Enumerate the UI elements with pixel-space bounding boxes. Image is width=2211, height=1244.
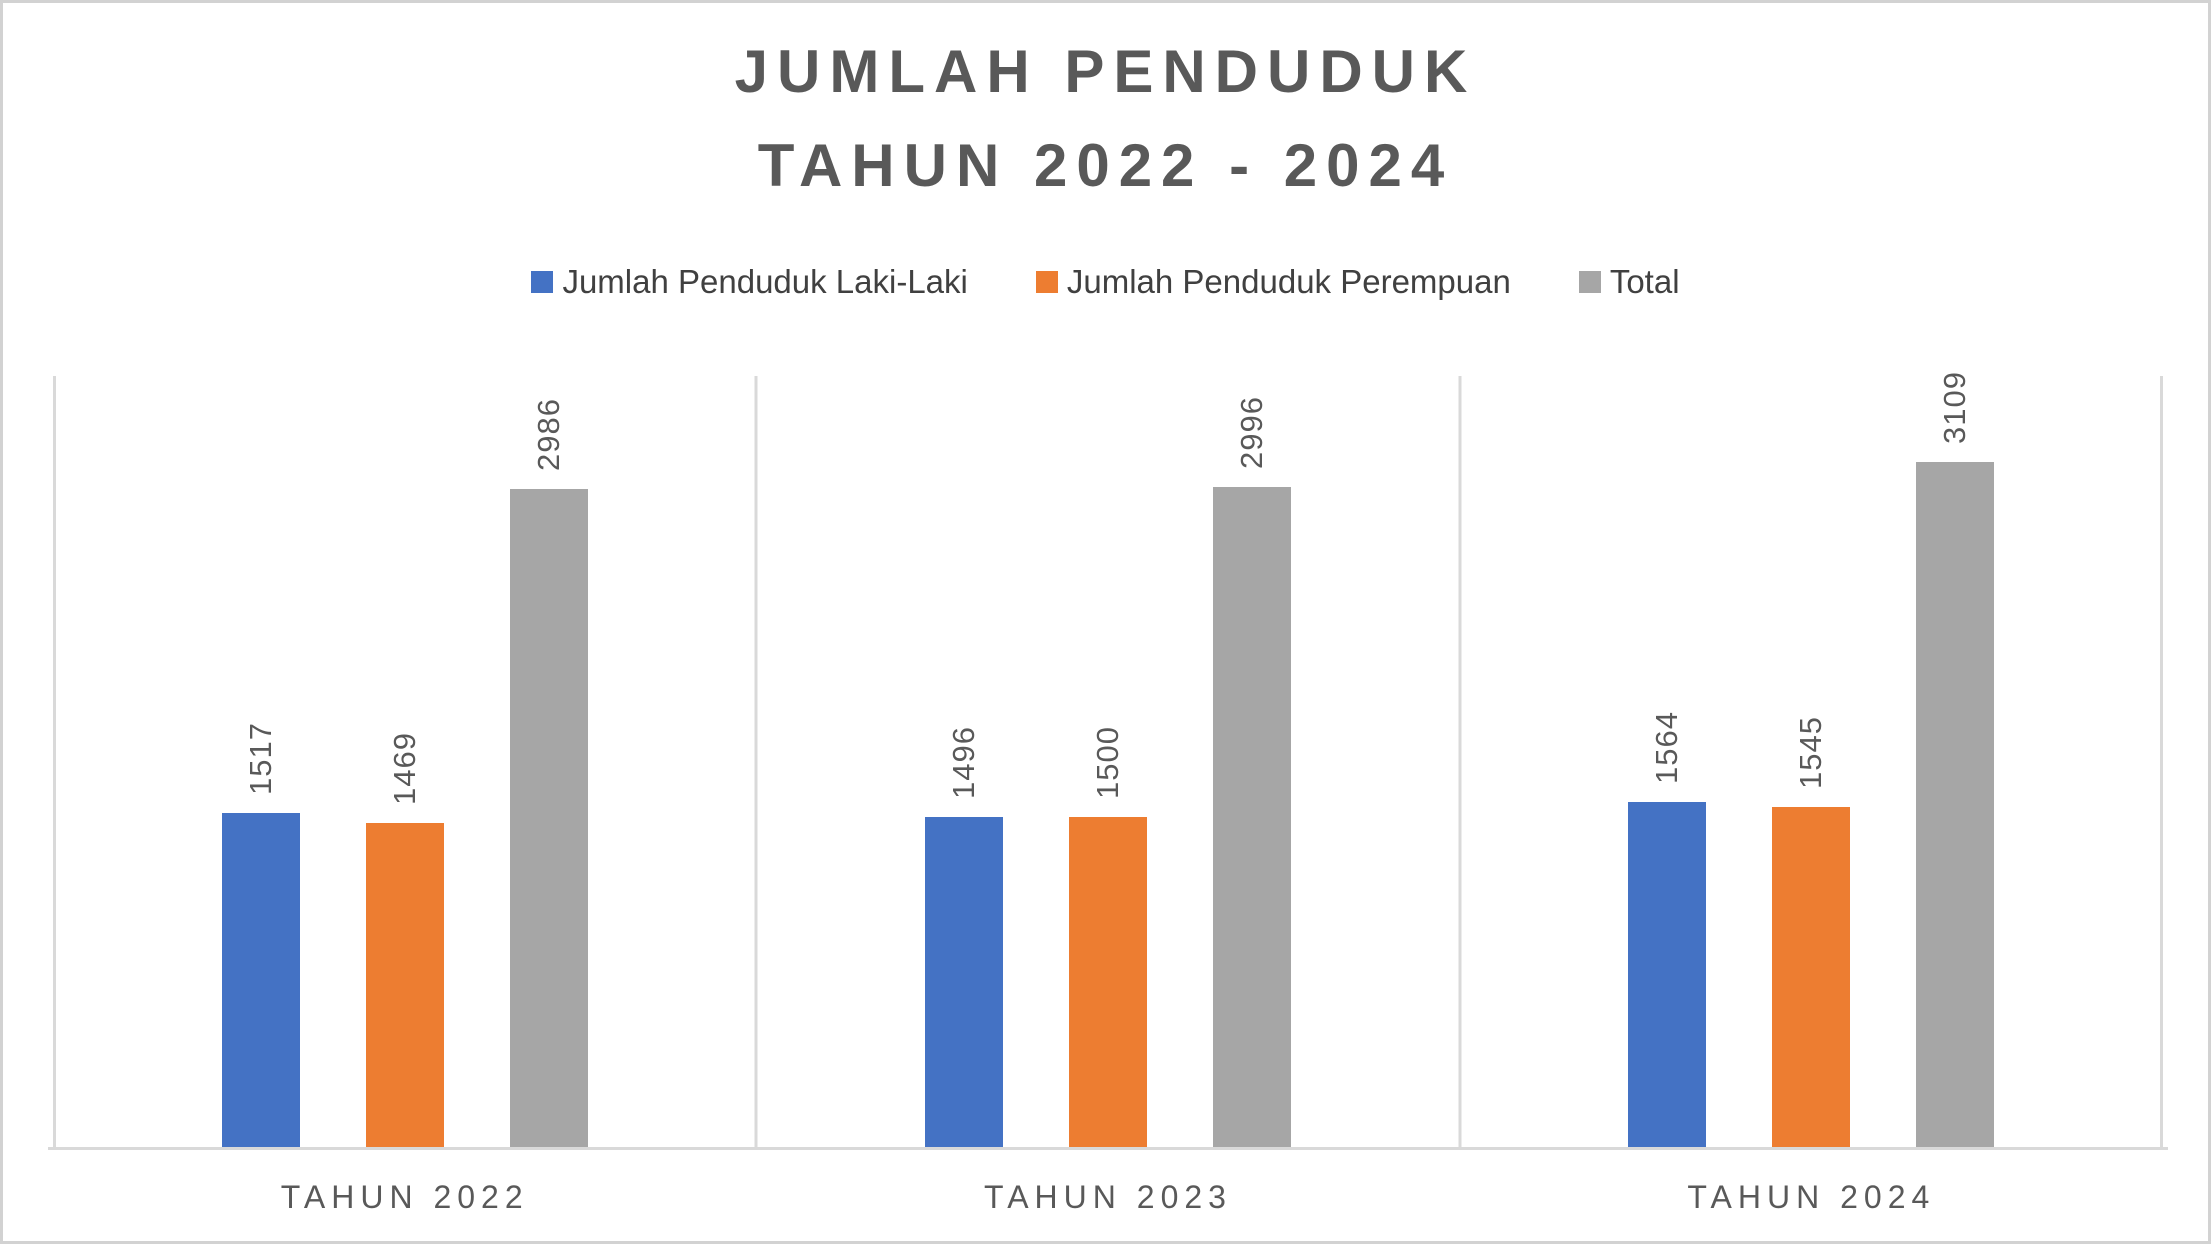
bar-value-label: 1496 bbox=[945, 726, 981, 799]
bar-groups: 1517 1469 2986 1496 1500 2996 1564 1545 3109 bbox=[53, 371, 2163, 1147]
bar-column: 1500 bbox=[1068, 726, 1147, 1147]
x-axis-labels: TAHUN 2022 TAHUN 2023 TAHUN 2024 bbox=[53, 1179, 2163, 1216]
legend-swatch-icon bbox=[531, 271, 554, 293]
bar-column: 1545 bbox=[1772, 716, 1851, 1147]
bar bbox=[365, 823, 444, 1147]
x-axis-label: TAHUN 2023 bbox=[984, 1179, 1232, 1215]
legend-swatch-icon bbox=[1035, 271, 1058, 293]
bar-value-label: 1500 bbox=[1089, 726, 1125, 799]
bar-value-label: 1517 bbox=[242, 722, 278, 795]
bar-column: 1469 bbox=[365, 732, 444, 1147]
bar-value-label: 2986 bbox=[530, 398, 566, 471]
bar bbox=[509, 489, 588, 1147]
bar bbox=[1068, 817, 1147, 1147]
bar bbox=[1916, 462, 1995, 1147]
bar bbox=[221, 813, 300, 1147]
bar-column: 1564 bbox=[1628, 711, 1707, 1147]
bar-column: 2996 bbox=[1212, 396, 1291, 1147]
bar-value-label: 1564 bbox=[1649, 711, 1685, 784]
plot-area: 1517 1469 2986 1496 1500 2996 1564 1545 3109 bbox=[48, 371, 2168, 1150]
chart-title-line-2: TAHUN 2022 - 2024 bbox=[757, 132, 1454, 199]
bar-group-tahun-2022: 1517 1469 2986 bbox=[53, 376, 756, 1147]
chart-title-line-1: JUMLAH PENDUDUK bbox=[734, 38, 1477, 105]
bar bbox=[1212, 487, 1291, 1147]
bar-column: 1517 bbox=[221, 722, 300, 1147]
legend-swatch-icon bbox=[1578, 271, 1601, 293]
bar bbox=[924, 817, 1003, 1147]
legend-item-0: Jumlah Penduduk Laki-Laki bbox=[531, 263, 968, 301]
legend-item-2: Total bbox=[1578, 263, 1680, 301]
bar-value-label: 1545 bbox=[1793, 716, 1829, 789]
bar-column: 2986 bbox=[509, 398, 588, 1147]
bar-value-label: 1469 bbox=[386, 732, 422, 805]
bar-column: 3109 bbox=[1916, 371, 1995, 1147]
bar-group-tahun-2024: 1564 1545 3109 bbox=[1460, 371, 2163, 1147]
legend-label: Jumlah Penduduk Perempuan bbox=[1066, 263, 1511, 300]
category-divider-2 bbox=[1458, 376, 1462, 1150]
plot-border-right bbox=[2160, 376, 2163, 1150]
legend: Jumlah Penduduk Laki-Laki Jumlah Penduduk… bbox=[3, 263, 2208, 301]
bar-column: 1496 bbox=[924, 726, 1003, 1147]
bar bbox=[1628, 802, 1707, 1147]
chart-title: JUMLAH PENDUDUK TAHUN 2022 - 2024 bbox=[3, 25, 2208, 213]
plot-border-left bbox=[53, 376, 56, 1150]
bar-value-label: 3109 bbox=[1937, 371, 1973, 444]
x-axis-label: TAHUN 2024 bbox=[1687, 1179, 1936, 1215]
legend-label: Jumlah Penduduk Laki-Laki bbox=[562, 263, 968, 300]
x-axis-label: TAHUN 2022 bbox=[280, 1179, 529, 1215]
category-divider-1 bbox=[754, 376, 758, 1150]
bar-group-tahun-2023: 1496 1500 2996 bbox=[756, 376, 1459, 1147]
bar bbox=[1772, 807, 1851, 1147]
bar-value-label: 2996 bbox=[1233, 396, 1269, 469]
x-axis-line bbox=[48, 1147, 2168, 1150]
legend-label: Total bbox=[1609, 263, 1680, 300]
legend-item-1: Jumlah Penduduk Perempuan bbox=[1035, 263, 1511, 301]
